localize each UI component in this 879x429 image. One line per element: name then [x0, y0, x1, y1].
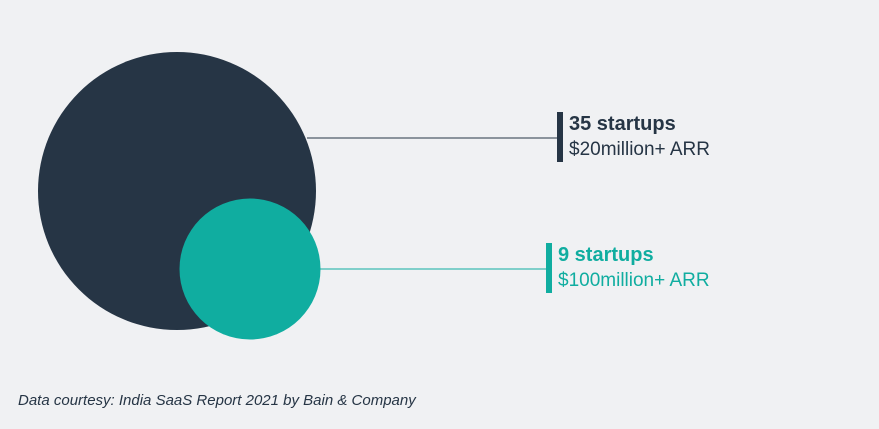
desc-label-100m-arr: $100million+ ARR: [558, 270, 710, 291]
count-label-35-startups: 35 startups: [569, 113, 676, 135]
desc-label-20m-arr: $20million+ ARR: [569, 139, 710, 160]
label-bar-9-startups: [546, 243, 552, 293]
label-35-startups: 35 startups $20million+ ARR: [557, 112, 710, 162]
bubbles: [38, 52, 321, 340]
bubble-9-startups: [179, 198, 321, 340]
connector-lines: [307, 137, 557, 270]
source-caption: Data courtesy: India SaaS Report 2021 by…: [18, 392, 416, 409]
label-bar-35-startups: [557, 112, 563, 162]
label-9-startups: 9 startups $100million+ ARR: [546, 243, 710, 293]
count-label-9-startups: 9 startups: [558, 244, 654, 266]
